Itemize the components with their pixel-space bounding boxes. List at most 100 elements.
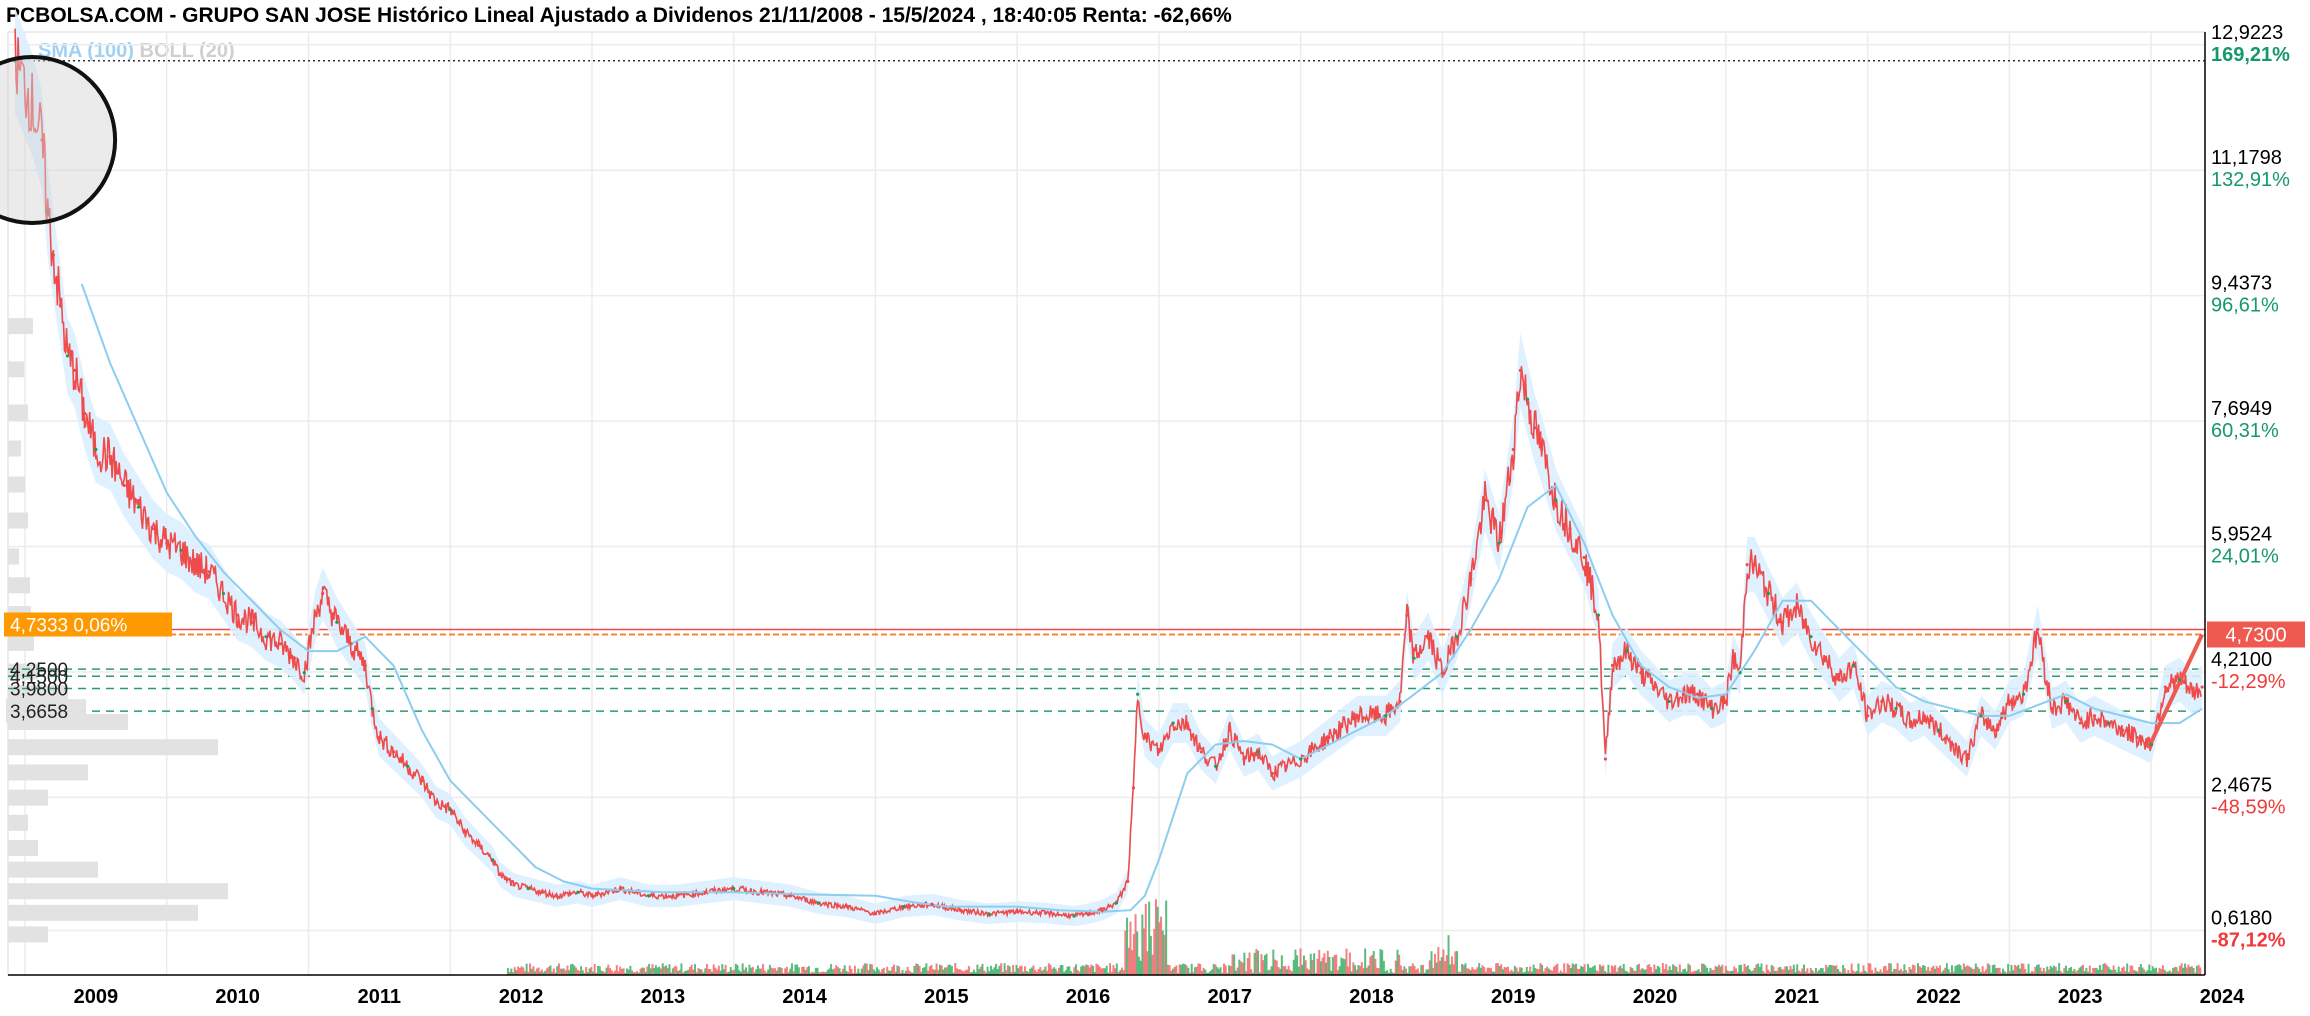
y-tick-pct-label: 60,31% bbox=[2211, 420, 2279, 442]
price-point bbox=[1072, 914, 1076, 918]
volume-bar bbox=[2197, 964, 2200, 975]
volume-bar bbox=[646, 966, 649, 975]
volume-bar bbox=[1236, 967, 1239, 975]
volume-bar bbox=[1876, 971, 1879, 975]
volume-bar bbox=[986, 966, 989, 975]
volume-bar bbox=[1939, 965, 1942, 975]
volume-bar bbox=[2034, 966, 2037, 975]
volume-bar bbox=[1580, 966, 1583, 975]
volume-bar bbox=[1600, 966, 1603, 975]
volume-bar bbox=[1206, 972, 1209, 975]
volume-bar bbox=[1032, 965, 1035, 975]
volume-bar bbox=[1335, 954, 1338, 975]
volume-bar bbox=[1639, 969, 1642, 975]
volume-bar bbox=[760, 968, 763, 975]
volume-bar bbox=[581, 970, 584, 975]
volume-bar bbox=[2173, 967, 2176, 975]
volume-bar bbox=[719, 970, 722, 975]
volume-bar bbox=[955, 968, 958, 975]
volume-bar bbox=[1806, 968, 1809, 975]
price-point bbox=[1894, 707, 1898, 711]
volume-bar bbox=[2010, 964, 2013, 975]
volume-bar bbox=[1911, 964, 1914, 975]
volume-bar bbox=[751, 966, 754, 975]
volume-bar bbox=[2024, 969, 2027, 975]
volume-bar bbox=[1646, 965, 1649, 975]
volume-bar bbox=[1078, 971, 1081, 975]
volume-bar bbox=[2092, 968, 2095, 975]
volume-bar bbox=[911, 972, 914, 975]
volume-bar bbox=[1779, 966, 1782, 975]
volume-bar bbox=[2180, 963, 2183, 975]
volume-bar bbox=[622, 968, 625, 975]
volume-profile-bar bbox=[8, 361, 24, 378]
volume-bar bbox=[763, 970, 766, 975]
volume-bar bbox=[1549, 969, 1552, 975]
volume-bar bbox=[692, 969, 695, 975]
volume-bar bbox=[1979, 972, 1982, 975]
volume-bar bbox=[1677, 971, 1680, 975]
volume-bar bbox=[2117, 966, 2120, 975]
volume-bar bbox=[1088, 967, 1091, 975]
volume-bar bbox=[1966, 965, 1969, 975]
volume-bar bbox=[1092, 965, 1095, 975]
price-point bbox=[1214, 764, 1218, 768]
volume-bar bbox=[615, 965, 618, 975]
volume-bar bbox=[1922, 965, 1925, 975]
volume-bar bbox=[1301, 964, 1304, 975]
price-point bbox=[958, 908, 963, 912]
volume-bar bbox=[2182, 967, 2185, 975]
volume-bar bbox=[1700, 963, 1703, 975]
x-tick-label: 2010 bbox=[215, 986, 260, 1008]
price-point bbox=[1752, 563, 1756, 567]
volume-bar bbox=[1575, 963, 1578, 975]
volume-bar bbox=[806, 967, 809, 975]
volume-bar bbox=[639, 968, 642, 975]
volume-bar bbox=[921, 967, 924, 975]
volume-bar bbox=[1452, 964, 1455, 975]
volume-bar bbox=[632, 972, 635, 975]
volume-bar bbox=[712, 964, 715, 975]
volume-bar bbox=[1054, 968, 1057, 975]
volume-bar bbox=[1789, 965, 1792, 975]
volume-bar bbox=[792, 971, 795, 975]
volume-bar bbox=[1398, 954, 1401, 975]
volume-bar bbox=[1811, 970, 1814, 975]
price-point bbox=[1554, 498, 1558, 502]
volume-bar bbox=[1683, 968, 1686, 975]
volume-bar bbox=[767, 969, 770, 975]
volume-bar bbox=[1692, 971, 1695, 975]
volume-bar bbox=[1240, 961, 1243, 975]
volume-bar bbox=[983, 970, 986, 975]
price-point bbox=[94, 447, 98, 452]
volume-bar bbox=[1632, 970, 1635, 975]
volume-bar bbox=[2046, 966, 2049, 975]
volume-bar bbox=[680, 963, 683, 975]
volume-bar bbox=[1848, 972, 1851, 975]
volume-bar bbox=[843, 965, 846, 975]
volume-bar bbox=[1066, 966, 1069, 975]
volume-bar bbox=[518, 968, 521, 975]
volume-bar bbox=[544, 970, 547, 975]
volume-profile-bar bbox=[8, 861, 98, 878]
current-trend-arrow bbox=[2146, 633, 2204, 750]
volume-bar bbox=[726, 972, 729, 975]
price-point bbox=[1405, 613, 1409, 617]
current-price-tag-bg bbox=[2207, 621, 2305, 648]
volume-bar bbox=[1843, 968, 1846, 975]
volume-bar bbox=[933, 969, 936, 975]
volume-bar bbox=[1466, 968, 1469, 975]
volume-bar bbox=[804, 970, 807, 975]
volume-bar bbox=[2177, 971, 2180, 975]
volume-bar bbox=[2172, 968, 2175, 975]
volume-bar bbox=[1144, 903, 1147, 975]
volume-bar bbox=[1000, 963, 1003, 975]
volume-bar bbox=[1314, 972, 1317, 975]
price-point bbox=[1745, 563, 1749, 567]
volume-bar bbox=[1370, 955, 1373, 975]
volume-bar bbox=[1655, 969, 1658, 975]
price-point bbox=[1625, 649, 1629, 653]
volume-bar bbox=[1364, 948, 1367, 975]
volume-bar bbox=[1268, 969, 1271, 975]
